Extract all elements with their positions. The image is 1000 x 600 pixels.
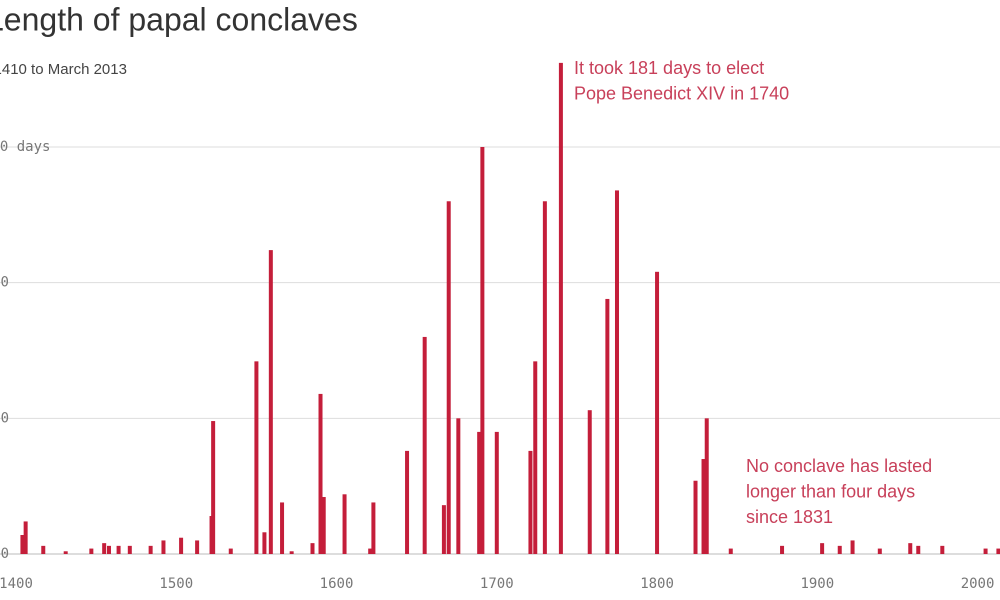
bar — [161, 540, 166, 554]
bar — [996, 548, 1000, 554]
bar — [701, 459, 706, 554]
bar — [837, 545, 842, 554]
bar — [63, 551, 68, 554]
bar — [456, 418, 461, 554]
bar — [342, 494, 347, 554]
bar — [542, 201, 547, 554]
bar — [41, 545, 46, 554]
bar — [268, 250, 273, 554]
bar — [321, 497, 326, 554]
bar — [195, 540, 200, 554]
bar — [289, 551, 294, 554]
bar — [179, 537, 184, 554]
bar — [106, 545, 111, 554]
bar — [477, 431, 482, 554]
bar — [102, 543, 107, 554]
x-tick-label: 1700 — [480, 576, 514, 592]
bar — [148, 545, 153, 554]
annotation: No conclave has lasted — [746, 456, 932, 476]
bar — [820, 543, 825, 554]
bar — [916, 545, 921, 554]
chart-subtitle: October 1410 to March 2013 — [0, 61, 127, 78]
x-tick-label: 1600 — [320, 576, 354, 592]
bar — [280, 502, 285, 554]
y-tick-label: 100 — [0, 275, 9, 291]
x-tick-label: 1900 — [800, 576, 834, 592]
bar — [262, 532, 267, 554]
bar — [780, 545, 785, 554]
bar — [528, 450, 533, 554]
bar — [940, 545, 945, 554]
bar — [441, 505, 446, 554]
bar — [405, 450, 410, 554]
x-tick-label: 2000 — [961, 576, 995, 592]
bar — [983, 548, 988, 554]
annotation: longer than four days — [746, 481, 915, 501]
bar — [422, 336, 427, 554]
x-tick-label: 1500 — [159, 576, 193, 592]
bar — [371, 502, 376, 554]
bar — [116, 545, 121, 554]
bar — [877, 548, 882, 554]
bar — [704, 418, 709, 554]
x-tick-label: 1800 — [640, 576, 674, 592]
bar — [533, 361, 538, 554]
bar — [655, 271, 660, 554]
bar — [228, 548, 233, 554]
x-tick-label: 1400 — [0, 576, 33, 592]
bar — [850, 540, 855, 554]
bar — [23, 521, 28, 554]
bar — [908, 543, 913, 554]
bar — [494, 431, 499, 554]
y-tick-label: 50 — [0, 410, 9, 426]
bar — [127, 545, 132, 554]
bar — [728, 548, 733, 554]
annotation: It took 181 days to elect — [574, 58, 764, 78]
bar — [614, 190, 619, 554]
y-tick-label: 150 days — [0, 139, 50, 155]
bar — [211, 421, 216, 554]
chart-title: Length of papal conclaves — [0, 1, 358, 37]
bar — [20, 535, 25, 554]
bar — [693, 480, 698, 554]
bar — [587, 410, 592, 554]
annotation: since 1831 — [746, 507, 833, 527]
y-tick-label: 0 — [1, 546, 9, 562]
bar — [605, 298, 610, 554]
bar — [310, 543, 315, 554]
bar — [318, 393, 323, 554]
bar — [368, 548, 373, 554]
bar — [480, 147, 485, 554]
annotation: Pope Benedict XIV in 1740 — [574, 83, 789, 103]
bar — [254, 361, 259, 554]
bar — [89, 548, 94, 554]
bar — [446, 201, 451, 554]
bar — [558, 62, 563, 555]
